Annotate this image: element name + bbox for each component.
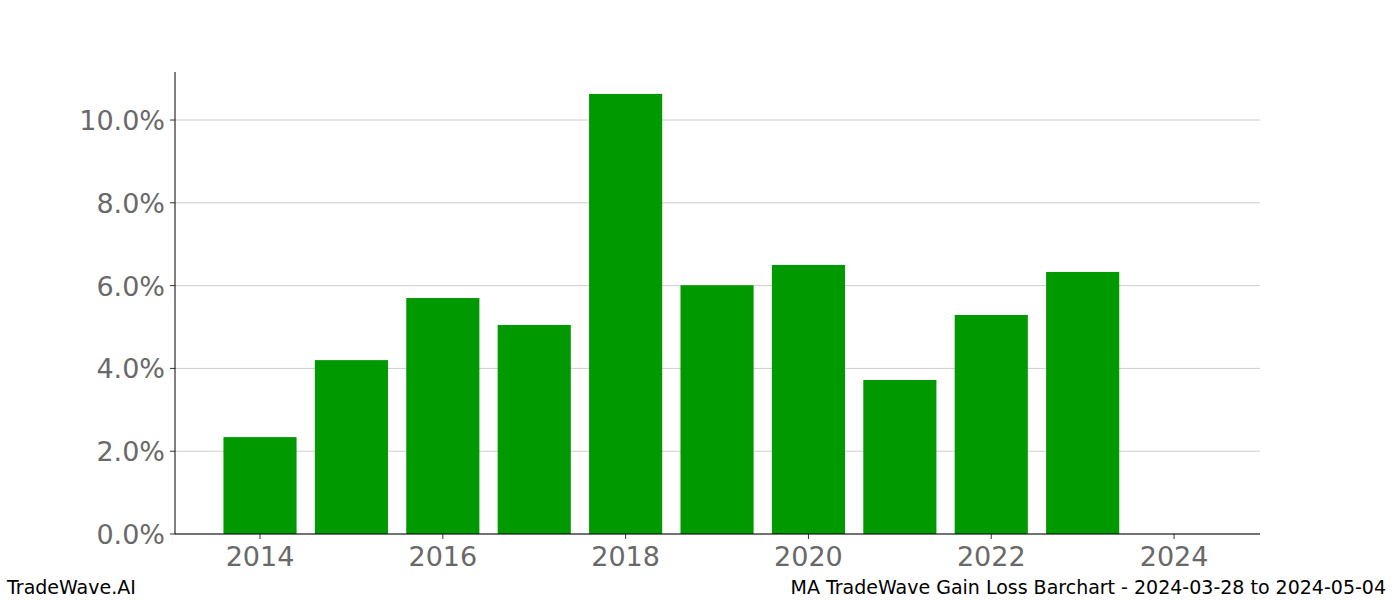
bar (498, 325, 571, 534)
x-tick-label: 2018 (591, 541, 660, 572)
caption: MA TradeWave Gain Loss Barchart - 2024-0… (791, 576, 1386, 598)
x-tick-label: 2016 (408, 541, 477, 572)
y-tick (170, 368, 175, 369)
grid-line (175, 534, 1260, 535)
bar (589, 94, 662, 534)
x-tick (808, 534, 809, 539)
bar (955, 315, 1028, 534)
y-tick (170, 202, 175, 203)
y-tick-label: 2.0% (96, 436, 165, 467)
y-tick-label: 0.0% (96, 519, 165, 550)
grid-line (175, 120, 1260, 121)
y-tick-label: 4.0% (96, 353, 165, 384)
x-tick (442, 534, 443, 539)
x-tick (991, 534, 992, 539)
bar (223, 437, 296, 534)
bar (863, 380, 936, 534)
bar (406, 298, 479, 534)
x-tick-label: 2014 (226, 541, 295, 572)
watermark: TradeWave.AI (6, 576, 136, 598)
bars (223, 94, 1119, 534)
x-tick-label: 2024 (1140, 541, 1209, 572)
y-tick (170, 451, 175, 452)
y-tick (170, 534, 175, 535)
y-tick (170, 120, 175, 121)
x-tick (1174, 534, 1175, 539)
x-tick (260, 534, 261, 539)
y-tick-label: 8.0% (96, 188, 165, 219)
y-tick (170, 285, 175, 286)
x-tick-label: 2020 (774, 541, 843, 572)
chart: 0.0% 2.0% 4.0% 6.0% 8.0% 10.0% 2014 2016 2018 202… (0, 0, 1400, 600)
x-tick (625, 534, 626, 539)
grid-line (175, 202, 1260, 203)
bar (1046, 272, 1119, 534)
x-tick-label: 2022 (957, 541, 1026, 572)
bar (315, 360, 388, 534)
bar (680, 285, 753, 534)
y-axis (175, 72, 176, 534)
bar (772, 265, 845, 534)
y-tick-label: 10.0% (79, 105, 165, 136)
y-tick-label: 6.0% (96, 271, 165, 302)
x-axis (175, 534, 1260, 535)
